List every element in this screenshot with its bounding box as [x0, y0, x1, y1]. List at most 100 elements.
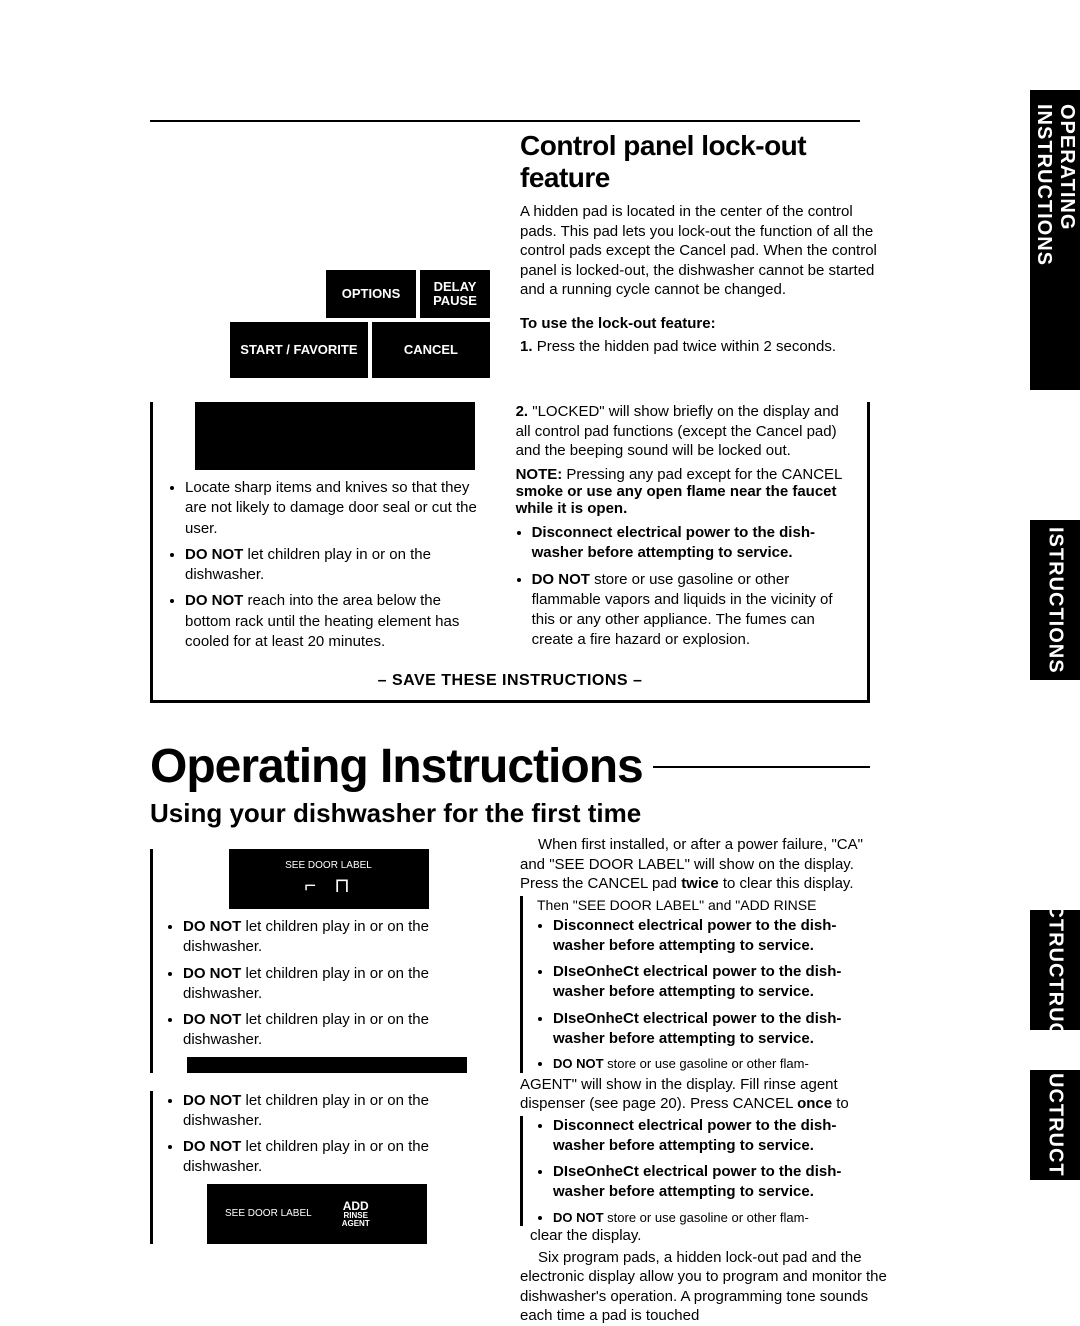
lockout-note: NOTE: Pressing any pad except for the CA… — [516, 465, 855, 518]
rs5p: Disconnect electrical power to the dish- — [553, 1117, 836, 1134]
rep4: DO NOT let children play in or on the di… — [183, 1091, 490, 1132]
page: OPTIONS DELAY PAUSE START / FAVORITE CAN… — [0, 0, 1080, 1244]
control-panel-graphic: OPTIONS DELAY PAUSE START / FAVORITE CAN… — [230, 270, 490, 378]
rp1-twice: twice — [681, 875, 719, 892]
r-clear: clear the display. — [530, 1226, 890, 1246]
rs3: DIseOnheCt electrical power to the dish-… — [553, 1009, 890, 1050]
step2-text: "LOCKED" will show briefly on the displa… — [516, 403, 839, 459]
rb2: DO NOT store or use gasoline or other fl… — [532, 570, 855, 651]
save-instructions: – SAVE THESE INSTRUCTIONS – — [165, 672, 855, 690]
rep2b: DO NOT — [183, 965, 241, 982]
lockout-intro: A hidden pad is located in the center of… — [520, 202, 880, 300]
rs6: DIseOnheCt electrical power to the dish-… — [553, 1162, 890, 1203]
left-column-top: OPTIONS DELAY PAUSE START / FAVORITE CAN… — [150, 130, 490, 382]
heading-line — [653, 766, 870, 768]
r-final: Six program pads, a hidden lock-out pad … — [520, 1248, 890, 1326]
first-time-subheading: Using your dishwasher for the first time — [150, 798, 1020, 829]
left-bullets: Locate sharp items and knives so that th… — [165, 478, 486, 652]
panel-cancel: CANCEL — [372, 322, 490, 378]
top-divider — [150, 120, 860, 122]
lockout-title: Control panel lock-out feature — [520, 130, 880, 194]
display2-label: SEE DOOR LABEL — [225, 1208, 312, 1219]
rep4b: DO NOT — [183, 1092, 241, 1109]
rs2t: washer before attempting to service. — [553, 983, 814, 1000]
note-overlap: smoke or use any open flame near the fau… — [516, 484, 855, 517]
black-bar — [195, 402, 475, 470]
rs5: Disconnect electrical power to the dish-… — [553, 1116, 890, 1157]
frame-right: 2. "LOCKED" will show briefly on the dis… — [516, 402, 855, 658]
note-label: NOTE: — [516, 466, 563, 483]
lower-left-frame1: SEE DOOR LABEL ⌐ ⊓ DO NOT let children p… — [150, 849, 490, 1073]
lower-left: SEE DOOR LABEL ⌐ ⊓ DO NOT let children p… — [150, 835, 490, 1326]
display-box-2: SEE DOOR LABEL ADD RINSE AGENT — [207, 1184, 427, 1244]
display-label: SEE DOOR LABEL — [285, 860, 372, 871]
rsrv-list: Disconnect electrical power to the dish-… — [537, 916, 890, 1073]
rs4: DO NOT store or use gasoline or other fl… — [553, 1055, 890, 1073]
lower-right-frame: Then "SEE DOOR LABEL" and "ADD RINSE Dis… — [520, 896, 890, 1073]
ragent2: to — [832, 1095, 849, 1112]
frame-left: Locate sharp items and knives so that th… — [165, 402, 486, 658]
lower-right: When first installed, or after a power f… — [520, 835, 890, 1326]
rs1p: Disconnect electrical power to the dish- — [553, 917, 836, 934]
rep2: DO NOT let children play in or on the di… — [183, 964, 490, 1005]
right-column-top: Control panel lock-out feature A hidden … — [520, 130, 880, 382]
ro1: Then "SEE DOOR LABEL" and "ADD RINSE — [537, 897, 816, 913]
r-overlap1: Then "SEE DOOR LABEL" and "ADD RINSE — [537, 896, 890, 914]
rp1b: to clear this display. — [719, 875, 854, 892]
step1-num: 1. — [520, 338, 533, 355]
rs3t: washer before attempting to service. — [553, 1030, 814, 1047]
rep-bullets-2: DO NOT let children play in or on the di… — [167, 1091, 490, 1178]
step2-num: 2. — [516, 403, 529, 420]
panel-start-favorite: START / FAVORITE — [230, 322, 368, 378]
lb3-bold: DO NOT — [185, 592, 243, 609]
right-bullets: Disconnect electrical power to the dish-… — [516, 523, 855, 651]
panel-delay-line2: PAUSE — [433, 294, 477, 308]
rs6t: washer before attempting to service. — [553, 1183, 814, 1200]
lockout-step1: 1. Press the hidden pad twice within 2 s… — [520, 337, 880, 357]
rep3b: DO NOT — [183, 1011, 241, 1028]
left-bullet-3: DO NOT reach into the area below the bot… — [185, 591, 486, 652]
display-segment: ⌐ ⊓ — [304, 873, 353, 899]
panel-delay-line1: DELAY — [434, 280, 477, 294]
rsrv-list2: Disconnect electrical power to the dish-… — [537, 1116, 890, 1227]
rs6p: DIseOnheCt electrical power to the dish- — [553, 1163, 841, 1180]
rs3p: DIseOnheCt electrical power to the dish- — [553, 1010, 841, 1027]
r-once: once — [797, 1095, 832, 1112]
rs7b: DO NOT — [553, 1210, 604, 1225]
rs5t: washer before attempting to service. — [553, 1137, 814, 1154]
lower-right-frame2: Disconnect electrical power to the dish-… — [520, 1116, 890, 1227]
note-line1: Pressing any pad except for the CANCEL — [566, 466, 842, 483]
rs2: DIseOnheCt electrical power to the dish-… — [553, 962, 890, 1003]
add3: AGENT — [342, 1220, 370, 1228]
rs7: DO NOT store or use gasoline or other fl… — [553, 1209, 890, 1227]
warning-frame: Locate sharp items and knives so that th… — [150, 402, 870, 703]
rs4t: store or use gasoline or other flam- — [604, 1056, 809, 1071]
rb1: Disconnect electrical power to the dish-… — [532, 523, 855, 564]
rep3: DO NOT let children play in or on the di… — [183, 1010, 490, 1051]
rep-bullets-1: DO NOT let children play in or on the di… — [167, 917, 490, 1051]
rep1: DO NOT let children play in or on the di… — [183, 917, 490, 958]
operating-heading-text: Operating Instructions — [150, 739, 643, 794]
ragent1: AGENT" will show in the display. Fill ri… — [520, 1076, 838, 1113]
rep5b: DO NOT — [183, 1138, 241, 1155]
rep1b: DO NOT — [183, 918, 241, 935]
add1: ADD — [342, 1200, 370, 1212]
rep5: DO NOT let children play in or on the di… — [183, 1137, 490, 1178]
lockout-step2: 2. "LOCKED" will show briefly on the dis… — [516, 402, 855, 461]
r-agent: AGENT" will show in the display. Fill ri… — [520, 1075, 890, 1114]
black-strip — [187, 1057, 467, 1073]
rs4b: DO NOT — [553, 1056, 604, 1071]
rs2p: DIseOnheCt electrical power to the dish- — [553, 963, 841, 980]
rs7t: store or use gasoline or other flam- — [604, 1210, 809, 1225]
panel-delay-pause: DELAY PAUSE — [420, 270, 490, 318]
rs1t: washer before attempting to service. — [553, 937, 814, 954]
rs1: Disconnect electrical power to the dish-… — [553, 916, 890, 957]
display-box-1: SEE DOOR LABEL ⌐ ⊓ — [229, 849, 429, 909]
display2-add: ADD RINSE AGENT — [342, 1200, 370, 1228]
panel-options: OPTIONS — [326, 270, 416, 318]
step1-text: Press the hidden pad twice within 2 seco… — [537, 338, 836, 355]
left-bullet-1: Locate sharp items and knives so that th… — [185, 478, 486, 539]
right-p1: When first installed, or after a power f… — [520, 835, 890, 894]
left-bullet-2: DO NOT let children play in or on the di… — [185, 545, 486, 586]
rb2-b: DO NOT — [532, 571, 590, 588]
